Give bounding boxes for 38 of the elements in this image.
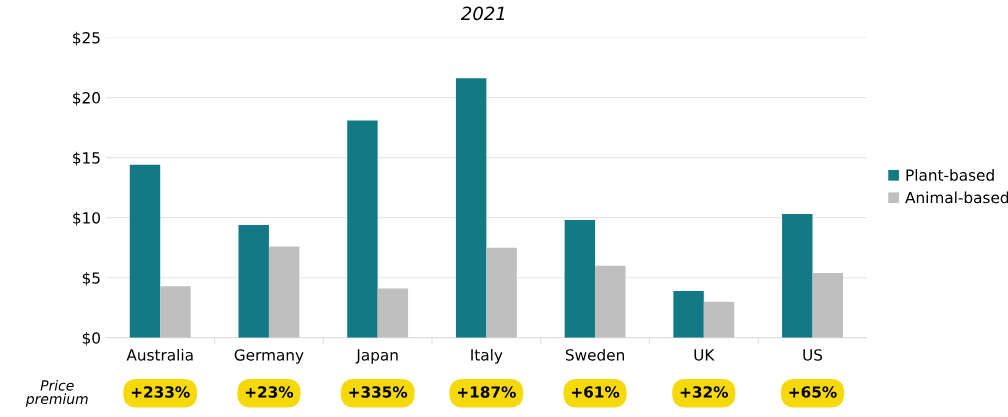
bar: [160, 286, 191, 338]
legend-label: Plant-based: [906, 169, 994, 181]
legend-label: Animal-based: [905, 191, 1008, 204]
text: Price premium: [25, 379, 88, 407]
x-tick-label: Japan: [355, 349, 398, 364]
bar: [238, 224, 269, 338]
text: +233%: [131, 386, 190, 398]
y-tick-label: $15: [73, 151, 100, 166]
x-tick-label: Sweden: [565, 348, 624, 361]
bar: [703, 301, 735, 338]
bar: [268, 246, 300, 338]
text: +32%: [680, 386, 728, 398]
bar: [347, 120, 378, 338]
y-tick-label: $5: [82, 271, 100, 286]
bar: [377, 288, 409, 338]
bar: [564, 220, 596, 338]
bar: [595, 265, 626, 338]
bar: [782, 214, 813, 338]
chart-subtitle: 2021: [460, 6, 505, 21]
x-tick-label: Australia: [126, 348, 193, 361]
x-tick-label: US: [803, 349, 823, 361]
text: +23%: [245, 386, 294, 398]
text: +335%: [349, 386, 408, 398]
text: +61%: [572, 386, 620, 398]
x-tick-label: Germany: [234, 349, 304, 364]
text: +187%: [457, 386, 516, 398]
bar: [129, 164, 161, 338]
y-tick-label: $20: [73, 91, 100, 106]
y-tick-label: $0: [82, 331, 100, 346]
bar: [812, 272, 843, 338]
y-tick-label: $10: [73, 211, 100, 226]
y-tick-label: $25: [73, 31, 100, 46]
x-tick-label: UK: [694, 349, 715, 361]
bar: [455, 78, 487, 338]
text: +65%: [789, 386, 837, 398]
x-tick-label: Italy: [471, 348, 503, 364]
bar: [486, 247, 517, 338]
bar: [673, 290, 704, 338]
